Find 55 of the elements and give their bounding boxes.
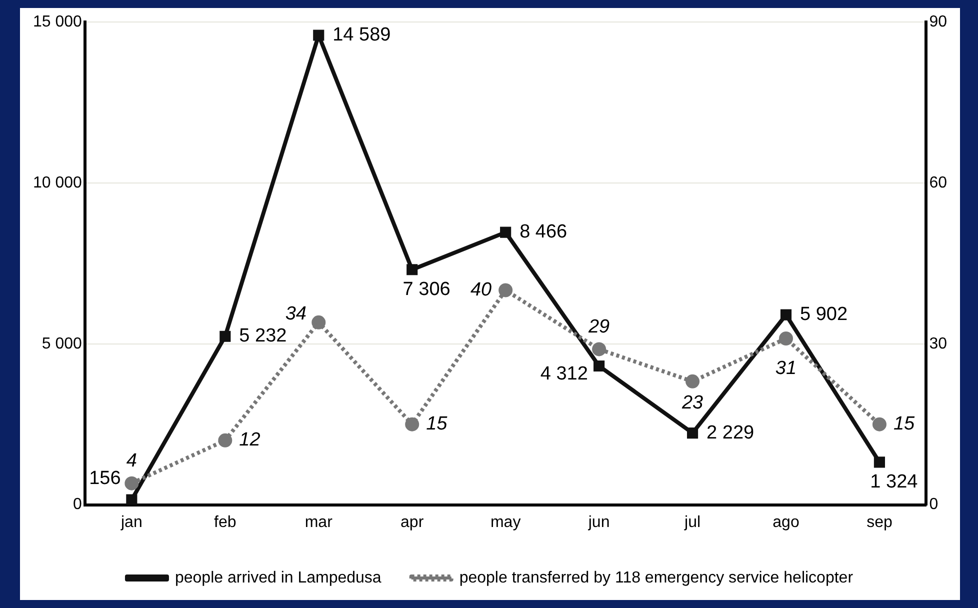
y2-tick-label: 30 [929,335,948,352]
data-label: 8 466 [520,222,568,243]
point [686,374,700,388]
point [220,330,231,342]
data-label: 5 902 [800,304,848,326]
point [218,433,232,448]
point [872,417,886,432]
data-label: 5 232 [239,326,287,347]
data-label: 1 324 [870,472,918,493]
data-label: 15 [426,414,448,435]
data-label: 29 [587,316,610,338]
point [778,332,793,346]
data-label: 4 [126,450,137,472]
data-label: 15 [893,414,916,435]
y2-tick-label: 90 [929,13,948,30]
data-label: 31 [775,358,797,379]
data-label: 4 312 [540,364,588,385]
x-tick-label: feb [214,514,236,531]
point [686,428,698,439]
data-label: 2 229 [706,422,754,444]
x-tick-label: may [490,514,521,531]
y-tick-label: 15 000 [33,13,82,30]
data-label: 40 [470,280,492,301]
data-label: 12 [239,430,261,451]
y-tick-label: 10 000 [33,174,82,192]
point [594,360,605,372]
data-label: 34 [285,303,306,324]
point [874,456,885,468]
point [498,283,513,298]
point [124,476,139,490]
x-tick-label: ago [772,514,800,531]
point [406,264,418,276]
legend-label: people transferred by 118 emergency service helicopter [459,569,854,586]
y-tick-label: 0 [73,496,82,514]
y2-tick-label: 0 [929,496,938,514]
point [126,494,138,505]
point [312,315,326,330]
x-tick-label: jan [120,514,142,531]
data-label: 7 306 [402,279,450,300]
point [500,226,512,238]
y2-tick-label: 60 [929,174,948,192]
data-label: 23 [680,392,704,414]
x-tick-label: mar [304,514,334,531]
data-label: 14 589 [332,24,391,46]
legend-label: people arrived in Lampedusa [174,569,382,586]
point [405,417,420,432]
x-tick-label: apr [400,514,424,531]
x-tick-label: jul [684,514,701,531]
data-label: 156 [89,468,121,489]
x-tick-label: jun [587,514,610,531]
x-tick-label: sep [866,514,892,531]
point [313,30,324,41]
y-tick-label: 5 000 [42,335,82,352]
point [780,309,792,320]
point [592,342,606,356]
